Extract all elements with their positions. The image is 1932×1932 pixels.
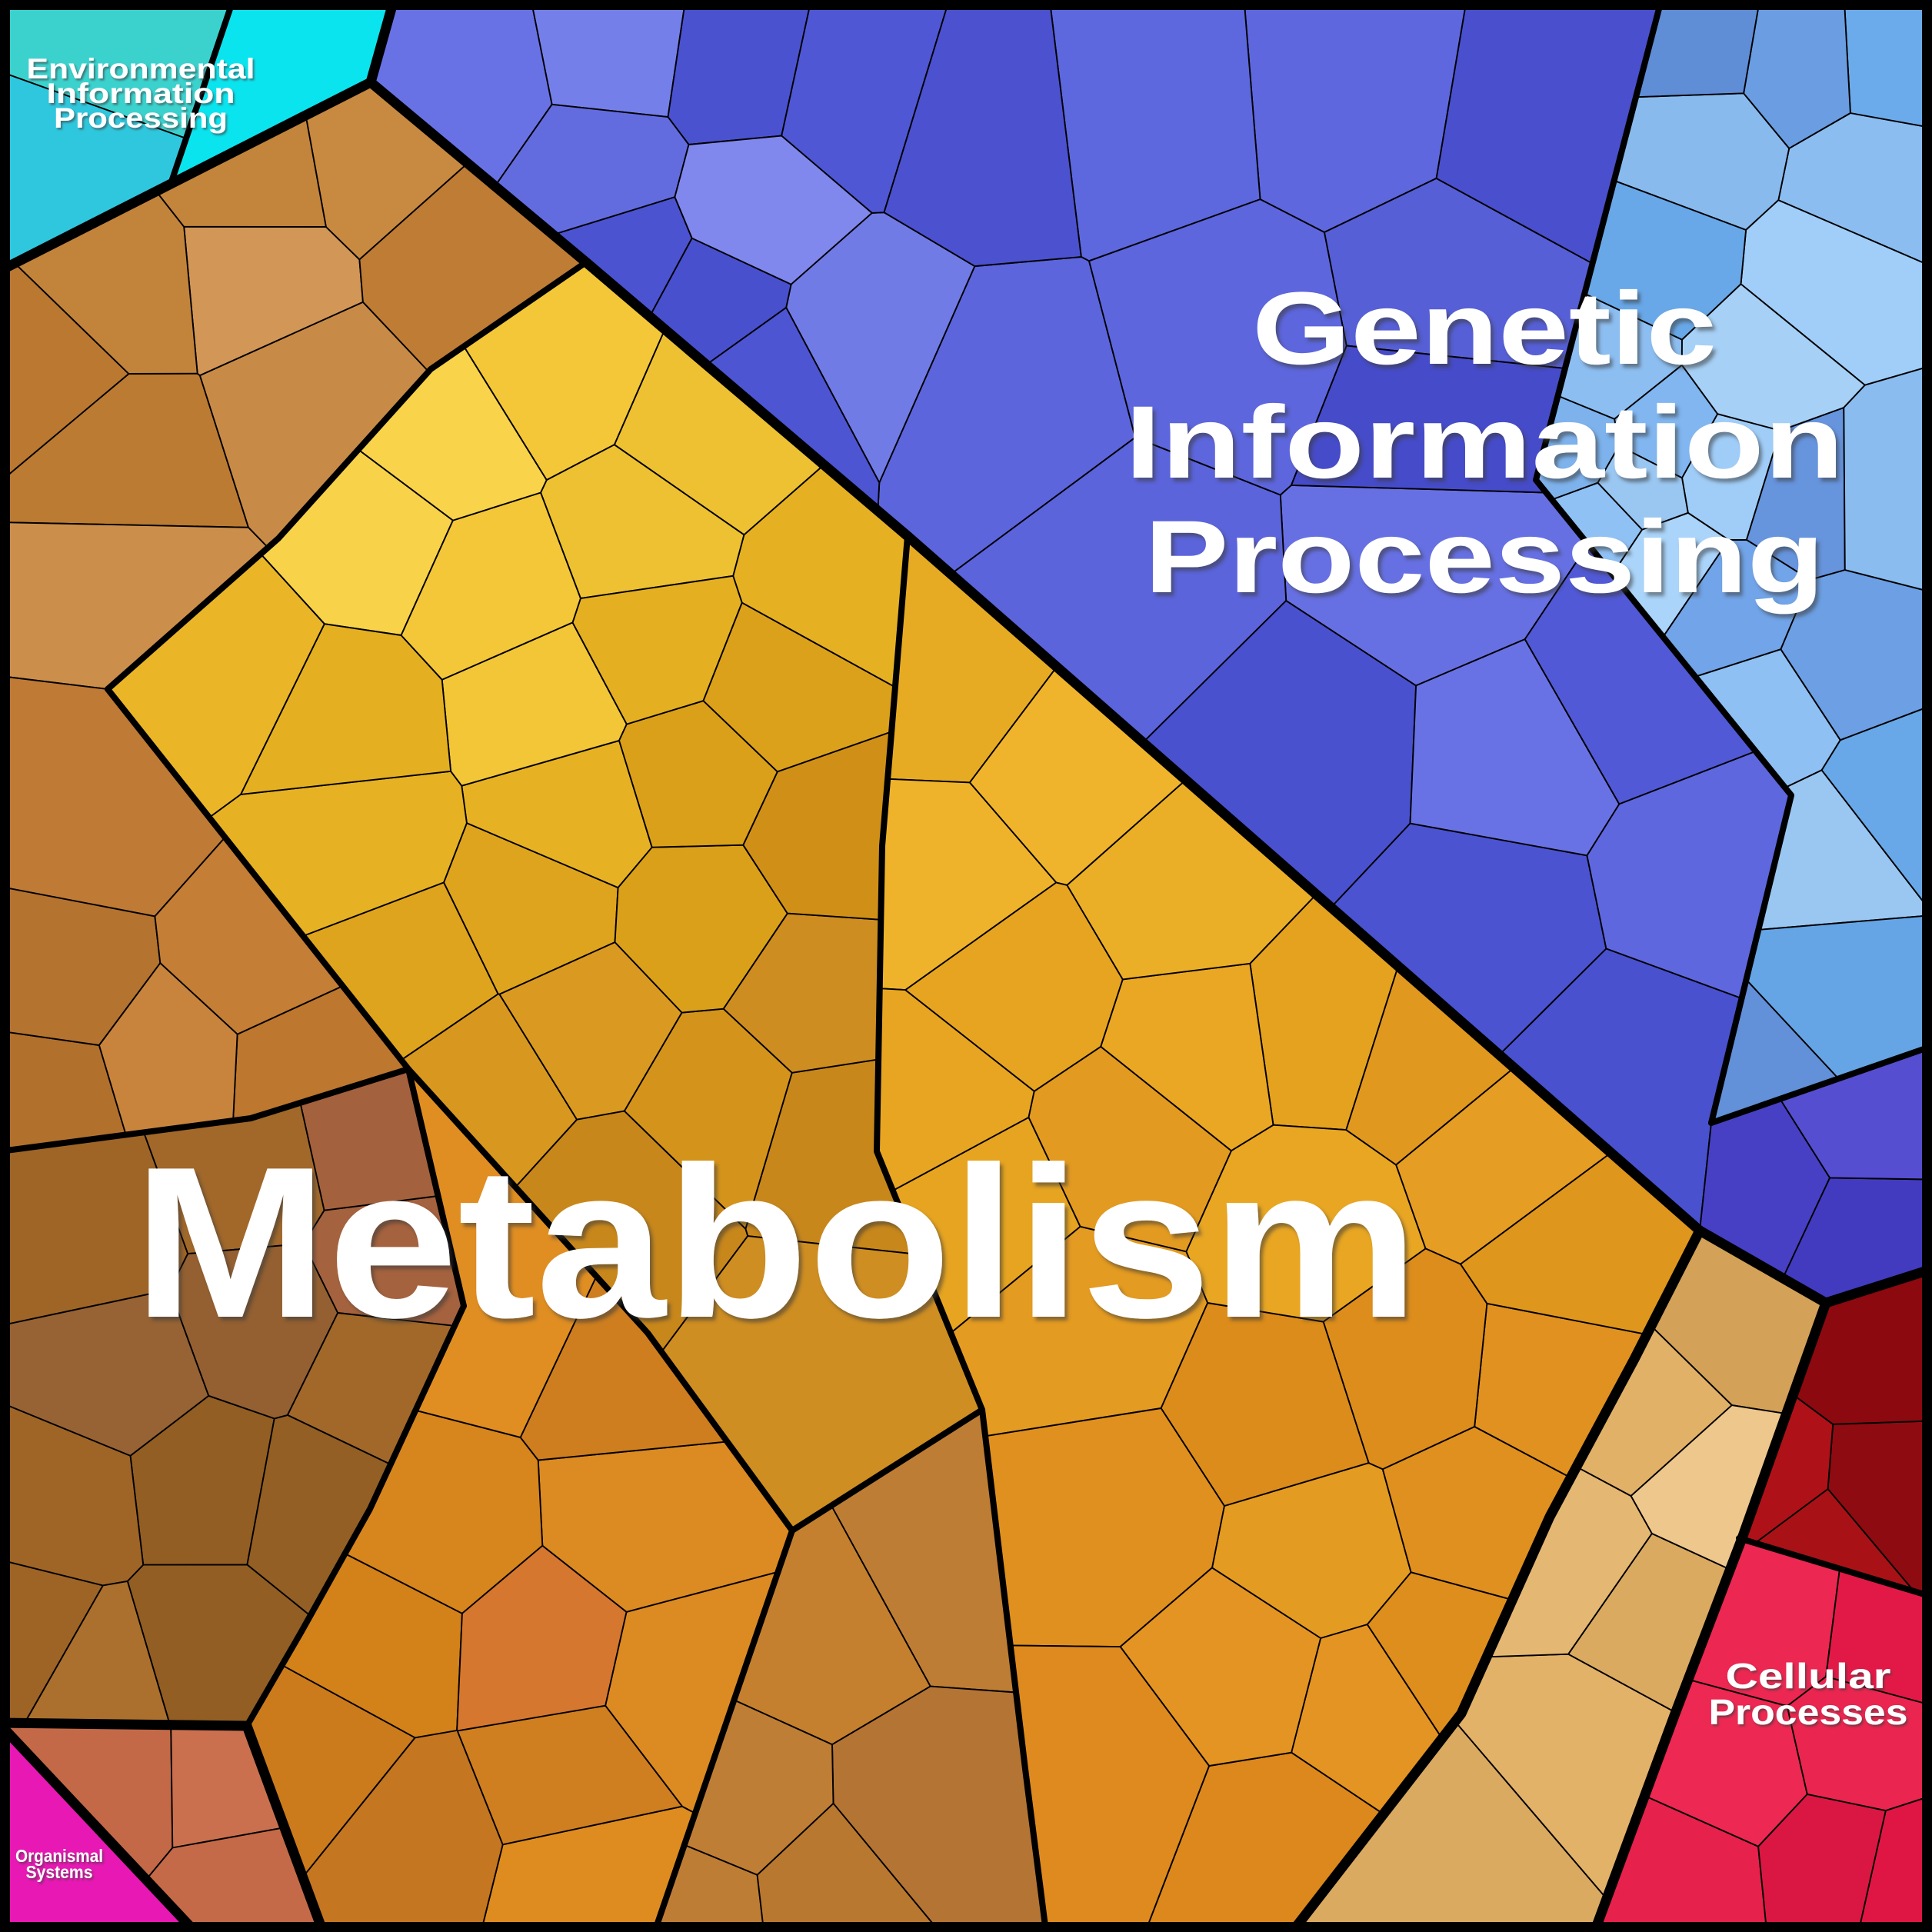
svg-text:Information: Information bbox=[1125, 385, 1844, 500]
svg-text:Processing: Processing bbox=[1144, 500, 1824, 615]
svg-text:Metabolism: Metabolism bbox=[133, 1123, 1419, 1363]
svg-text:Processes: Processes bbox=[1709, 1692, 1908, 1732]
svg-text:Cellular: Cellular bbox=[1726, 1656, 1891, 1696]
svg-text:Organismal: Organismal bbox=[15, 1846, 103, 1866]
svg-text:Processing: Processing bbox=[54, 102, 228, 134]
svg-text:Information: Information bbox=[47, 78, 235, 109]
svg-text:Genetic: Genetic bbox=[1252, 271, 1717, 386]
svg-text:Environmental: Environmental bbox=[27, 53, 255, 85]
svg-text:Systems: Systems bbox=[26, 1862, 93, 1882]
